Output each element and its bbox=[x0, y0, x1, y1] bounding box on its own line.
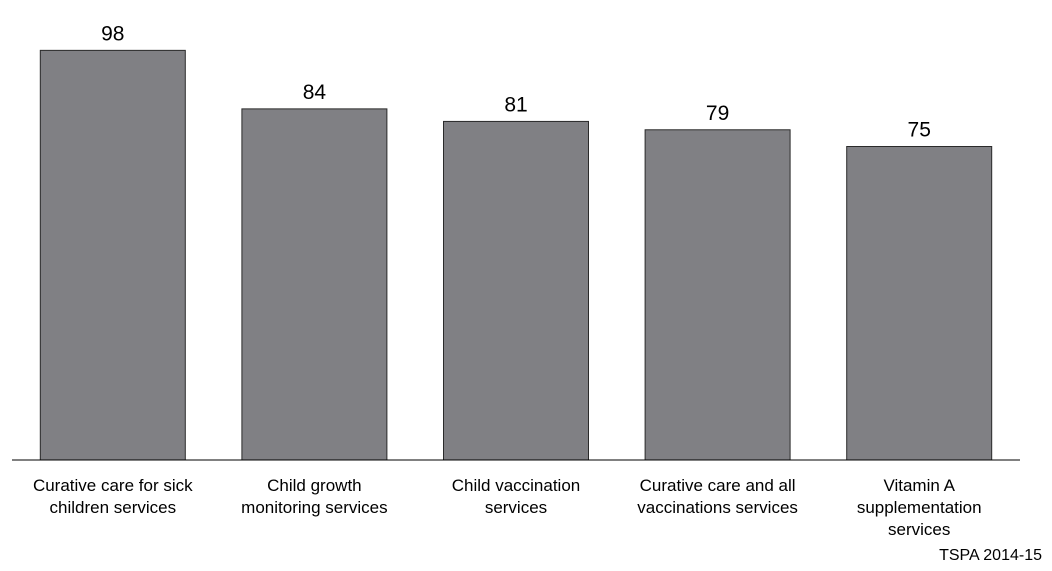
category-label: Child growth monitoring services bbox=[241, 476, 387, 517]
bar bbox=[443, 120, 589, 461]
data-label: 84 bbox=[303, 81, 327, 104]
data-labels-group: 98 84 81 79 75 bbox=[101, 22, 931, 141]
category-label-line: Child growth bbox=[267, 476, 362, 495]
category-label-line: monitoring services bbox=[241, 498, 387, 517]
bar bbox=[644, 129, 791, 461]
category-label: Curative care and all vaccinations servic… bbox=[637, 476, 798, 517]
category-label-line: Child vaccination bbox=[452, 476, 581, 495]
source-note: TSPA 2014-15 bbox=[939, 547, 1042, 564]
category-label-line: children services bbox=[49, 498, 176, 517]
bar bbox=[39, 49, 186, 461]
data-label: 79 bbox=[706, 102, 729, 125]
category-labels-group: Curative care for sick children servicesC… bbox=[33, 476, 982, 539]
bars-group bbox=[39, 49, 993, 461]
category-label-line: services bbox=[485, 498, 547, 517]
category-label: Child vaccination services bbox=[452, 476, 581, 517]
category-label-line: vaccinations services bbox=[637, 498, 798, 517]
data-label: 75 bbox=[908, 119, 931, 142]
bar bbox=[846, 146, 993, 461]
category-label: Curative care for sick children services bbox=[33, 476, 193, 517]
category-label-line: Curative care and all bbox=[640, 476, 796, 495]
category-label-line: Vitamin A bbox=[883, 476, 955, 495]
category-label: Vitamin A supplementation services bbox=[857, 476, 982, 539]
category-label-line: Curative care for sick bbox=[33, 476, 193, 495]
category-label-line: services bbox=[888, 520, 950, 539]
data-label: 81 bbox=[504, 93, 527, 116]
bar bbox=[241, 108, 388, 461]
category-label-line: supplementation bbox=[857, 498, 982, 517]
data-label: 98 bbox=[101, 22, 124, 45]
